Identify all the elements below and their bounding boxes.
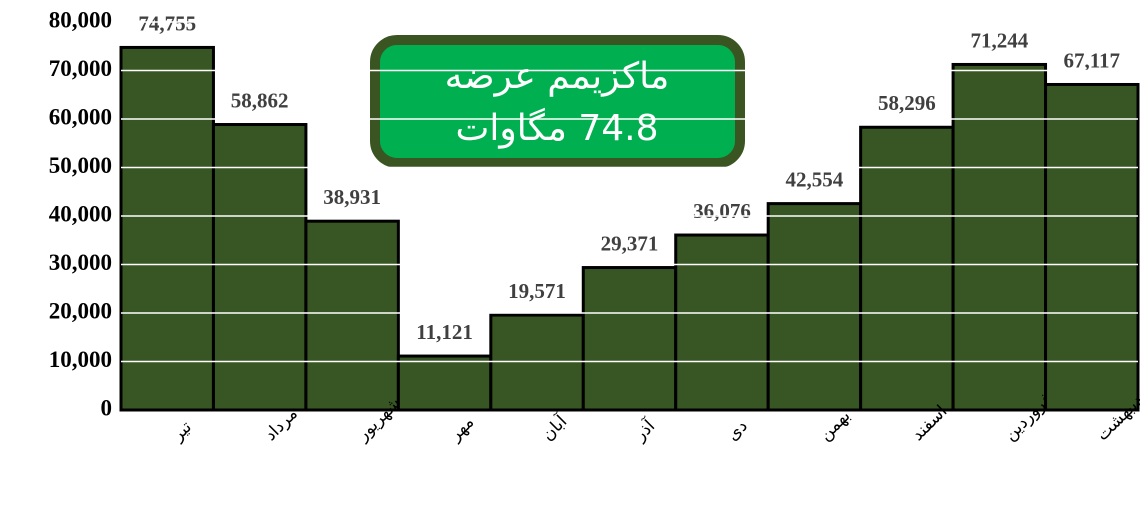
- value-label: 74,755: [138, 11, 196, 35]
- value-label: 58,862: [231, 88, 289, 112]
- value-label: 38,931: [323, 185, 381, 209]
- y-tick-label: 80,000: [49, 7, 112, 32]
- bar: [581, 266, 678, 412]
- value-label: 19,571: [508, 279, 566, 303]
- y-tick-label: 20,000: [49, 298, 112, 323]
- x-tick-label: تیر: [167, 417, 196, 446]
- x-tick-label: بهمن: [815, 406, 854, 445]
- bar: [489, 313, 585, 412]
- value-label: 67,117: [1063, 48, 1120, 72]
- x-tick-label: دی: [723, 416, 752, 445]
- bar: [304, 219, 400, 412]
- bar: [119, 45, 215, 412]
- x-tick-label: مهر: [445, 412, 478, 445]
- y-tick-label: 30,000: [49, 250, 112, 275]
- bar: [396, 354, 493, 412]
- value-label: 11,121: [416, 320, 473, 344]
- annotation: ماکزیمم عرضه: [445, 56, 670, 97]
- bar: [951, 62, 1048, 412]
- value-label: 29,371: [601, 231, 659, 255]
- bar: [674, 233, 770, 412]
- annotation: 74.8 مگاوات: [455, 107, 658, 149]
- y-tick-label: 40,000: [49, 201, 112, 226]
- bar: [1044, 82, 1140, 412]
- y-tick-label: 60,000: [49, 104, 112, 129]
- x-tick-label: آبان: [537, 409, 573, 445]
- value-label: 42,554: [786, 167, 844, 191]
- y-tick-label: 0: [101, 395, 113, 420]
- value-label: 71,244: [970, 28, 1028, 52]
- y-tick-label: 70,000: [49, 56, 112, 81]
- y-tick-label: 50,000: [49, 153, 112, 178]
- bar: [211, 123, 308, 412]
- value-label: 58,296: [878, 91, 936, 115]
- bar: [766, 202, 863, 412]
- bar: [859, 125, 955, 412]
- x-tick-label: آذر: [628, 414, 660, 446]
- y-tick-label: 10,000: [49, 347, 112, 372]
- value-label: 36,076: [693, 199, 751, 223]
